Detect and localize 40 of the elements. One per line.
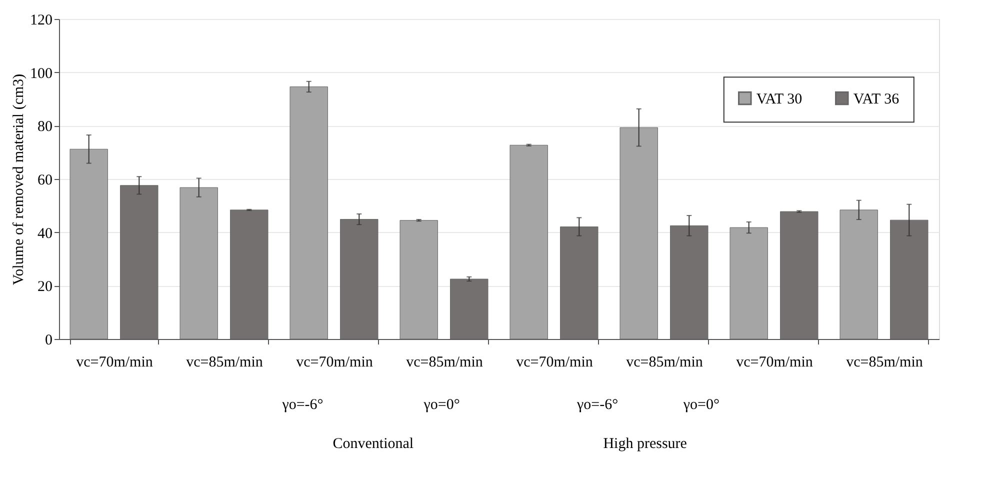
bar [120, 185, 158, 340]
x-tick-label: vc=70m/min [296, 354, 374, 370]
bar [730, 227, 768, 340]
bar [620, 127, 658, 340]
bar [340, 219, 378, 340]
y-tick-label: 0 [45, 332, 52, 348]
bar [780, 211, 818, 340]
y-tick-label: 120 [30, 12, 52, 28]
bar [180, 187, 218, 340]
bar [510, 144, 548, 340]
text: γo=-6° [281, 397, 324, 413]
y-axis-title: Volume of removed material (cm3) [11, 74, 27, 286]
x-tick-label: vc=70m/min [736, 354, 814, 370]
y-tick-label: 60 [38, 172, 52, 188]
bar [290, 86, 328, 340]
bar [450, 278, 488, 340]
y-tick-label: 40 [38, 226, 52, 242]
text: γo=0° [682, 397, 720, 413]
y-tick-label: 100 [30, 66, 52, 82]
text: γo=0° [422, 397, 460, 413]
bar [230, 210, 268, 340]
x-tick-label: vc=85m/min [846, 354, 924, 370]
x-tick-label: vc=85m/min [186, 354, 264, 370]
text: γo=-6° [576, 397, 618, 413]
x-tick-label: vc=70m/min [76, 354, 154, 370]
x-tick-label: vc=85m/min [626, 354, 704, 370]
legend-label: VAT 30 [756, 91, 802, 108]
bar [890, 220, 928, 340]
y-tick-label: 20 [38, 279, 52, 296]
text: High pressure [603, 436, 688, 452]
text: Conventional [332, 436, 414, 452]
bar [670, 225, 708, 340]
bar [400, 220, 438, 340]
y-tick-label: 80 [38, 119, 52, 136]
bar [70, 148, 108, 340]
bar [840, 210, 878, 340]
x-tick-label: vc=70m/min [516, 354, 594, 370]
x-tick-label: vc=85m/min [406, 354, 484, 370]
legend-label: VAT 36 [853, 91, 900, 108]
bar [560, 226, 598, 340]
